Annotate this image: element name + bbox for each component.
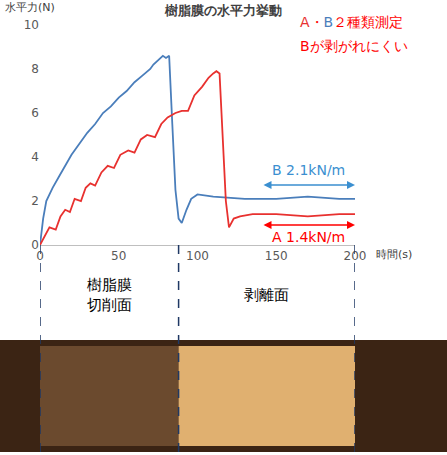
svg-text:0: 0 — [31, 238, 39, 252]
svg-text:剥離面: 剥離面 — [244, 286, 289, 304]
svg-text:200: 200 — [344, 249, 367, 263]
svg-text:150: 150 — [265, 249, 288, 263]
svg-text:B 2.1kN/m: B 2.1kN/m — [272, 162, 345, 178]
svg-text:樹脂膜切削面: 樹脂膜切削面 — [87, 276, 132, 314]
svg-text:0: 0 — [36, 249, 44, 263]
svg-text:10: 10 — [24, 18, 39, 32]
svg-text:樹脂膜の水平力挙動: 樹脂膜の水平力挙動 — [164, 3, 282, 18]
svg-text:A・B２種類測定: A・B２種類測定 — [300, 14, 403, 30]
svg-text:2: 2 — [31, 194, 39, 208]
svg-text:A 1.4kN/m: A 1.4kN/m — [272, 229, 345, 245]
svg-text:時間(s): 時間(s) — [376, 248, 412, 261]
svg-text:8: 8 — [31, 62, 39, 76]
svg-text:6: 6 — [31, 106, 39, 120]
svg-text:4: 4 — [31, 150, 39, 164]
svg-text:100: 100 — [186, 249, 209, 263]
svg-text:50: 50 — [111, 249, 126, 263]
svg-text:水平力(N): 水平力(N) — [5, 1, 55, 14]
svg-text:Bが剥がれにくい: Bが剥がれにくい — [300, 38, 408, 54]
